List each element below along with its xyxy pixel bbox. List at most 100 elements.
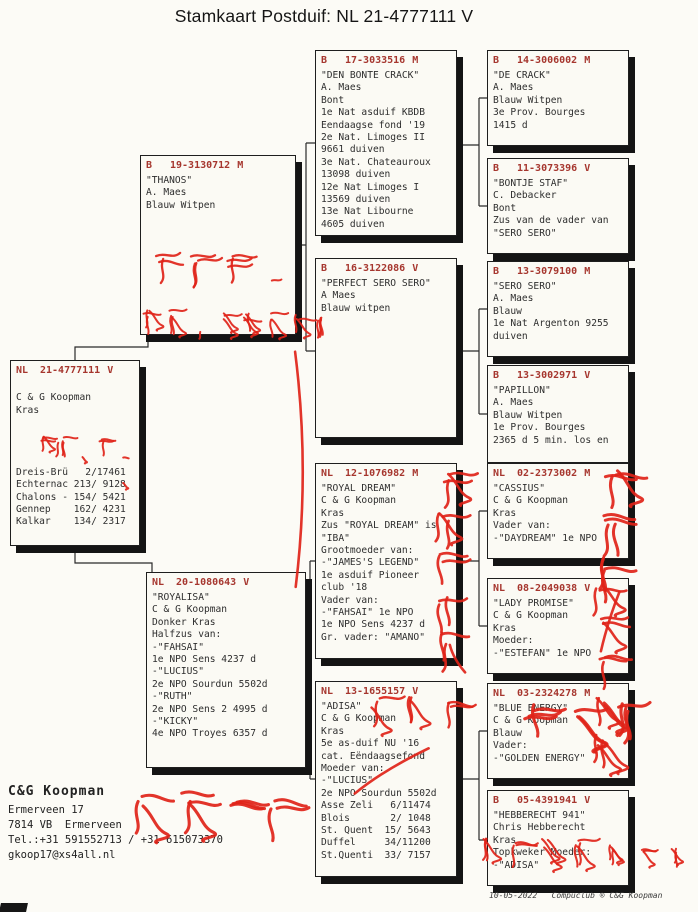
ring-number: 13-1655157 bbox=[345, 686, 406, 697]
connector-subject-father bbox=[74, 336, 149, 360]
print-footer: 10-05-2022 Compuclub ® C&G Koopman bbox=[489, 891, 663, 900]
pedigree-box-text: "LADY PROMISE" C & G Koopman Kras Moeder… bbox=[493, 598, 592, 659]
sex-code: V bbox=[412, 686, 419, 697]
pedigree-box-de-crack: B 14-3006002 M "DE CRACK" A. Maes Blauw Wi… bbox=[487, 50, 629, 146]
ring-number: 13-3079100 bbox=[517, 266, 578, 277]
country-code: B bbox=[146, 160, 153, 171]
ring-header: B 16-3122086 V bbox=[321, 262, 451, 275]
sex-code: M bbox=[412, 468, 419, 479]
sex-code: M bbox=[412, 55, 419, 66]
country-code: B bbox=[321, 55, 328, 66]
pedigree-box-den-bonte-crack: B 17-3033516 M "DEN BONTE CRACK" A. Maes B… bbox=[315, 50, 457, 236]
sex-code: M bbox=[584, 55, 591, 66]
pedigree-box-cassius: NL 02-2373002 M "CASSIUS" C & G Koopman Kr… bbox=[487, 463, 629, 559]
country-code: B bbox=[493, 163, 500, 174]
pedigree-box-subject: NL 21-4777111 V C & G Koopman Kras Dreis-B… bbox=[10, 360, 140, 546]
ring-header: NL 03-2324278 M bbox=[493, 687, 623, 700]
pedigree-box-text: "HEBBERECHT 941" Chris Hebberecht Kras T… bbox=[493, 810, 592, 871]
pedigree-box-text: "PAPILLON" A. Maes Blauw Witpen 1e Prov.… bbox=[493, 385, 609, 446]
pedigree-box-text: "SERO SERO" A. Maes Blauw 1e Nat Argento… bbox=[493, 281, 609, 342]
ring-header: NL 02-2373002 M bbox=[493, 467, 623, 480]
ring-number: 17-3033516 bbox=[345, 55, 406, 66]
ring-header: B 17-3033516 M bbox=[321, 54, 451, 67]
ring-number: 21-4777111 bbox=[40, 365, 101, 376]
ring-header: NL 08-2049038 V bbox=[493, 582, 623, 595]
country-code: NL bbox=[493, 688, 506, 699]
country-code: NL bbox=[493, 468, 506, 479]
ring-header: NL 12-1076982 M bbox=[321, 467, 451, 480]
pedigree-box-text: "BLUE ENERGY" C & G Koopman Blauw Vader:… bbox=[493, 703, 586, 764]
pedigree-box-perfect-sero-sero: B 16-3122086 V "PERFECT SERO SERO" A Maes … bbox=[315, 258, 457, 438]
country-code: NL bbox=[152, 577, 165, 588]
connector-gen2-mother bbox=[306, 560, 315, 780]
pedigree-box-bontje-staf: B 11-3073396 V "BONTJE STAF" C. Debacker B… bbox=[487, 158, 629, 254]
pedigree-box-lady-promise: NL 08-2049038 V "LADY PROMISE" C & G Koopm… bbox=[487, 578, 629, 674]
sex-code: V bbox=[243, 577, 250, 588]
pedigree-box-text: "CASSIUS" C & G Koopman Kras Vader van: … bbox=[493, 483, 597, 544]
pedigree-box-text: "PERFECT SERO SERO" A Maes Blauw witpen bbox=[321, 278, 431, 314]
pedigree-box-text: C & G Koopman Kras Dreis-Brü 2/17461 Ech… bbox=[16, 392, 126, 528]
pedigree-box-text: "ADISA" C & G Koopman Kras 5e as-duif NU… bbox=[321, 701, 437, 861]
loft-address-lines: Ermerveen 17 7814 VB Ermerveen Tel.:+31 … bbox=[8, 804, 223, 861]
country-code: B bbox=[493, 266, 500, 277]
sex-code: V bbox=[584, 583, 591, 594]
ring-header: B 05-4391941 V bbox=[493, 794, 623, 807]
sex-code: V bbox=[584, 795, 591, 806]
ring-number: 20-1080643 bbox=[176, 577, 237, 588]
ring-number: 12-1076982 bbox=[345, 468, 406, 479]
sex-code: M bbox=[584, 266, 591, 277]
pedigree-box-text: "DEN BONTE CRACK" A. Maes Bont 1e Nat as… bbox=[321, 70, 431, 230]
sex-code: V bbox=[584, 370, 591, 381]
country-code: B bbox=[493, 370, 500, 381]
pedigree-box-text: "DE CRACK" A. Maes Blauw Witpen 3e Prov.… bbox=[493, 70, 586, 131]
country-code: NL bbox=[321, 468, 334, 479]
country-code: B bbox=[493, 795, 500, 806]
ring-header: NL 21-4777111 V bbox=[16, 364, 134, 377]
loft-address-block: C&G Koopman Ermerveen 17 7814 VB Ermerve… bbox=[8, 783, 223, 863]
ring-number: 16-3122086 bbox=[345, 263, 406, 274]
pedigree-box-text: "THANOS" A. Maes Blauw Witpen bbox=[146, 175, 216, 211]
pedigree-box-royalisa: NL 20-1080643 V "ROYALISA" C & G Koopman D… bbox=[146, 572, 306, 768]
connector-gen3-upper-mid bbox=[457, 308, 487, 415]
ring-header: B 19-3130712 M bbox=[146, 159, 290, 172]
pedigree-box-text: "ROYALISA" C & G Koopman Donker Kras Hal… bbox=[152, 592, 268, 740]
connector-subject-mother bbox=[74, 546, 153, 572]
connector-gen3-top bbox=[457, 97, 487, 207]
pedigree-box-blue-energy: NL 03-2324278 M "BLUE ENERGY" C & G Koopma… bbox=[487, 683, 629, 779]
pedigree-box-royal-dream: NL 12-1076982 M "ROYAL DREAM" C & G Koopma… bbox=[315, 463, 457, 659]
sex-code: V bbox=[107, 365, 114, 376]
ring-number: 02-2373002 bbox=[517, 468, 578, 479]
pedigree-box-text: "ROYAL DREAM" C & G Koopman Kras Zus "RO… bbox=[321, 483, 437, 643]
connector-gen3-bottom bbox=[457, 730, 487, 841]
pedigree-box-adisa: NL 13-1655157 V "ADISA" C & G Koopman Kras… bbox=[315, 681, 457, 877]
pedigree-box-hebberecht-941: B 05-4391941 V "HEBBERECHT 941" Chris Hebb… bbox=[487, 790, 629, 886]
ring-header: NL 20-1080643 V bbox=[152, 576, 300, 589]
sex-code: M bbox=[237, 160, 244, 171]
ring-header: B 13-3079100 M bbox=[493, 265, 623, 278]
sex-code: M bbox=[584, 688, 591, 699]
pedigree-box-thanos: B 19-3130712 M "THANOS" A. Maes Blauw Witp… bbox=[140, 155, 296, 335]
handwritten-annotation bbox=[142, 308, 324, 589]
ring-number: 03-2324278 bbox=[517, 688, 578, 699]
sex-code: V bbox=[412, 263, 419, 274]
ring-number: 11-3073396 bbox=[517, 163, 578, 174]
pedigree-box-text: "BONTJE STAF" C. Debacker Bont Zus van d… bbox=[493, 178, 609, 239]
sex-code: V bbox=[584, 163, 591, 174]
ring-number: 08-2049038 bbox=[517, 583, 578, 594]
ring-header: B 13-3002971 V bbox=[493, 369, 623, 382]
ring-number: 13-3002971 bbox=[517, 370, 578, 381]
country-code: NL bbox=[493, 583, 506, 594]
sex-code: M bbox=[584, 468, 591, 479]
ring-number: 14-3006002 bbox=[517, 55, 578, 66]
connector-gen2-father bbox=[296, 142, 315, 352]
country-code: NL bbox=[16, 365, 29, 376]
pedigree-box-papillon: B 13-3002971 V "PAPILLON" A. Maes Blauw Wi… bbox=[487, 365, 629, 463]
ring-header: NL 13-1655157 V bbox=[321, 685, 451, 698]
ring-number: 19-3130712 bbox=[170, 160, 231, 171]
ring-header: B 11-3073396 V bbox=[493, 162, 623, 175]
ring-header: B 14-3006002 M bbox=[493, 54, 623, 67]
pedigree-box-sero-sero: B 13-3079100 M "SERO SERO" A. Maes Blauw 1… bbox=[487, 261, 629, 357]
loft-name: C&G Koopman bbox=[8, 784, 106, 799]
page-title: Stamkaart Postduif: NL 21-4777111 V bbox=[174, 6, 474, 26]
